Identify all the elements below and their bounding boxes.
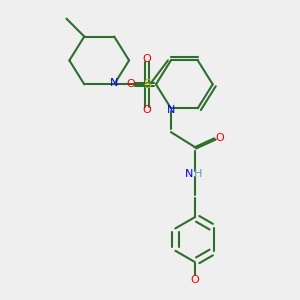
Text: N: N (185, 169, 194, 179)
Text: O: O (142, 105, 152, 115)
Text: N: N (167, 105, 175, 115)
Text: S: S (143, 78, 151, 91)
Text: O: O (190, 275, 199, 285)
Text: O: O (126, 79, 135, 89)
Text: O: O (142, 54, 152, 64)
Text: O: O (216, 133, 224, 143)
Text: N: N (110, 78, 118, 88)
Text: H: H (194, 169, 202, 179)
